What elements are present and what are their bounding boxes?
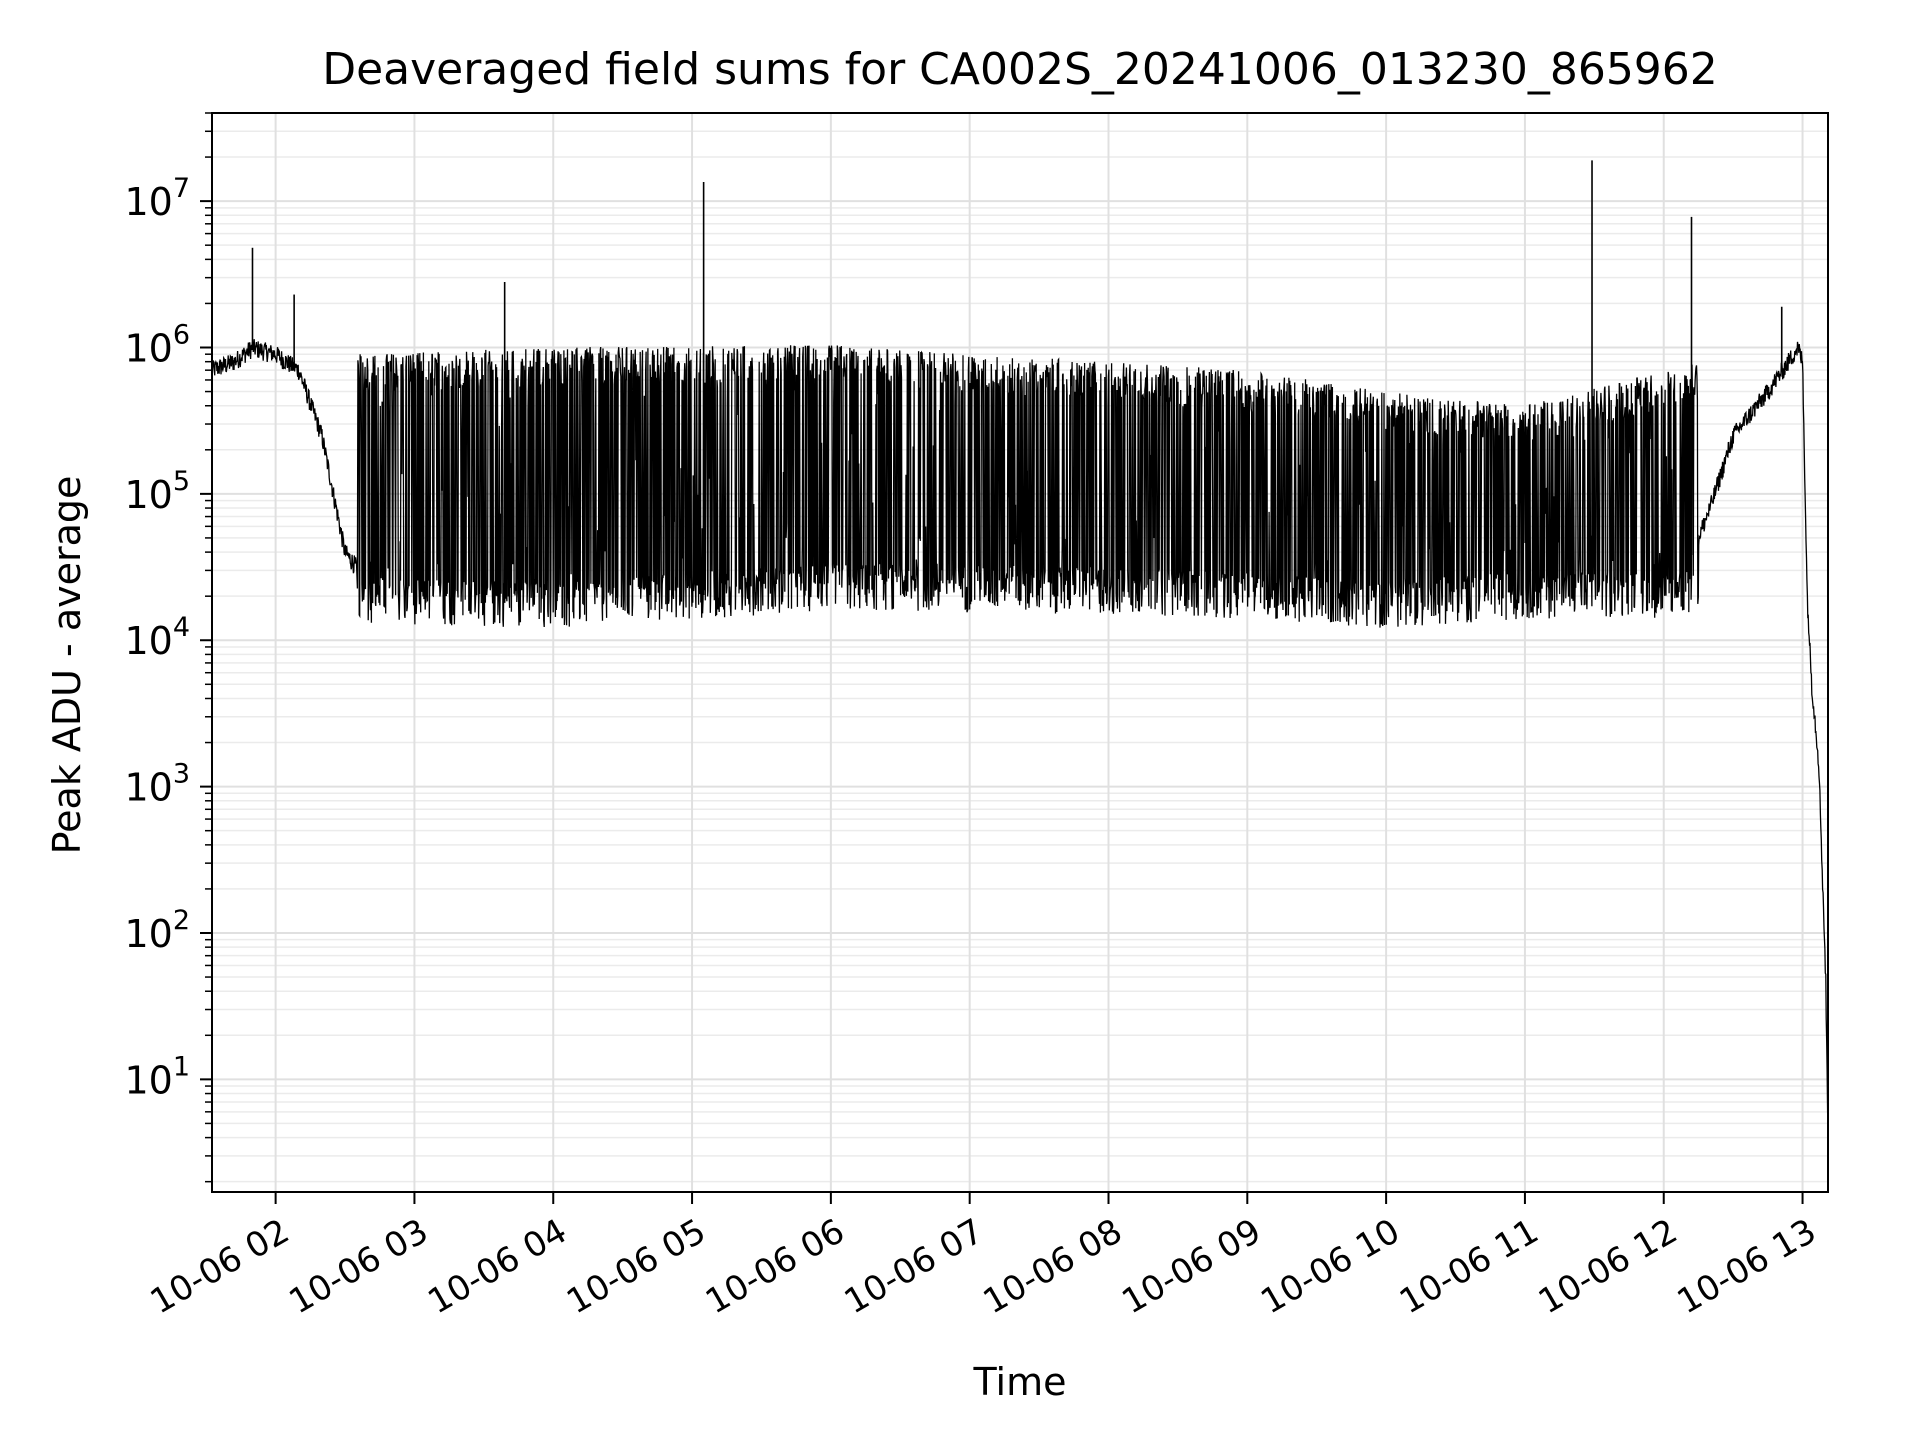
y-tick-label-exponent: 5: [173, 466, 190, 497]
plot-frame: [211, 112, 1829, 1193]
y-tick-label-base: 10: [124, 473, 172, 517]
y-tick-label-base: 10: [124, 619, 172, 663]
data-line: [211, 339, 1829, 1134]
x-axis-label: Time: [973, 1360, 1067, 1404]
y-tick-label-base: 10: [124, 180, 172, 224]
y-tick-label: 105: [124, 466, 190, 517]
y-tick-label-exponent: 6: [173, 319, 190, 350]
y-tick-label: 102: [124, 905, 190, 956]
y-tick-label-base: 10: [124, 326, 172, 370]
y-tick-label-exponent: 2: [173, 905, 190, 936]
series-layer: [211, 160, 1829, 1134]
y-tick-label: 104: [124, 612, 190, 663]
y-tick-label: 107: [124, 173, 190, 224]
y-tick-label-base: 10: [124, 912, 172, 956]
y-axis-label: Peak ADU - average: [45, 476, 89, 855]
y-tick-label: 106: [124, 319, 190, 370]
y-tick-label-base: 10: [124, 1058, 172, 1102]
y-tick-label-exponent: 1: [173, 1051, 190, 1082]
chart-title: Deaveraged field sums for CA002S_2024100…: [322, 44, 1718, 95]
y-tick-label: 103: [124, 759, 190, 810]
y-tick-label-base: 10: [124, 766, 172, 810]
y-tick-label: 101: [124, 1051, 190, 1102]
y-tick-label-exponent: 7: [173, 173, 190, 204]
y-tick-label-exponent: 3: [173, 759, 190, 790]
y-tick-label-exponent: 4: [173, 612, 190, 643]
